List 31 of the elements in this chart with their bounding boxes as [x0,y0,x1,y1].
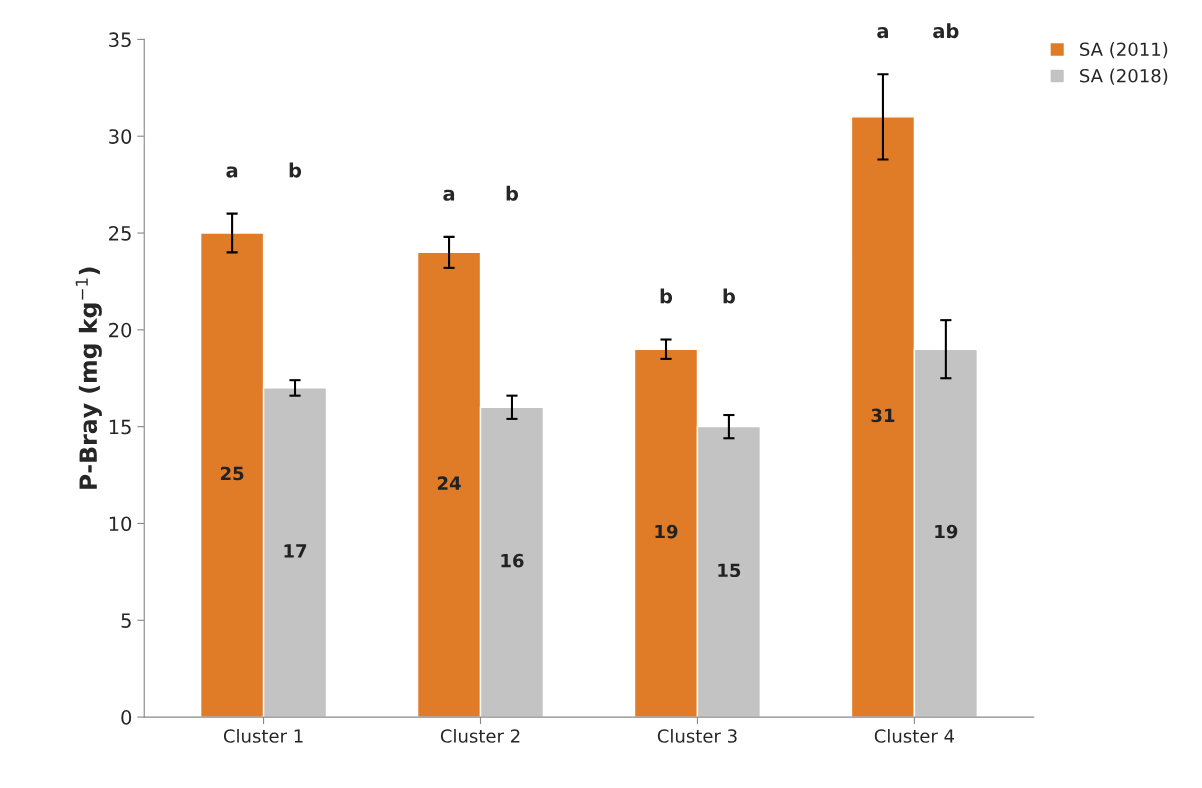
x-tick-label: Cluster 3 [657,728,737,743]
y-tick-label: 35 [109,32,131,48]
annotation: b [723,288,735,304]
y-tick-label: 25 [109,225,131,241]
y-tick-label: 5 [121,613,131,628]
data-label: 31 [871,408,895,423]
data-label: 16 [501,553,524,568]
annotation: a [443,189,455,201]
data-label: 24 [437,476,461,490]
y-tick-label: 15 [109,419,131,435]
data-label: 19 [935,524,958,539]
x-tick-label: Cluster 4 [874,728,955,743]
x-tick-label: Cluster 2 [440,728,520,743]
annotation: a [226,166,238,178]
y-tick-label: 10 [109,516,132,532]
y-tick-label: 0 [121,710,132,725]
text: a [877,27,888,39]
data-label: 19 [655,524,678,539]
data-label: 25 [220,466,244,481]
y-tick-label: 20 [109,322,132,338]
text: ab [933,23,959,39]
annotation: b [660,288,673,304]
annotation: b [506,185,519,201]
data-label: 15 [718,563,741,578]
x-tick-label: Cluster 1 [223,728,303,743]
y-tick-label: 30 [109,129,132,144]
y-axis-title: P-Bray (mg kg$^{−1}$) [75,267,102,489]
legend-label: SA (2011) [1080,42,1168,59]
data-label: 17 [284,544,307,558]
legend-label: SA (2018) [1080,68,1168,85]
annotation: b [289,162,302,178]
